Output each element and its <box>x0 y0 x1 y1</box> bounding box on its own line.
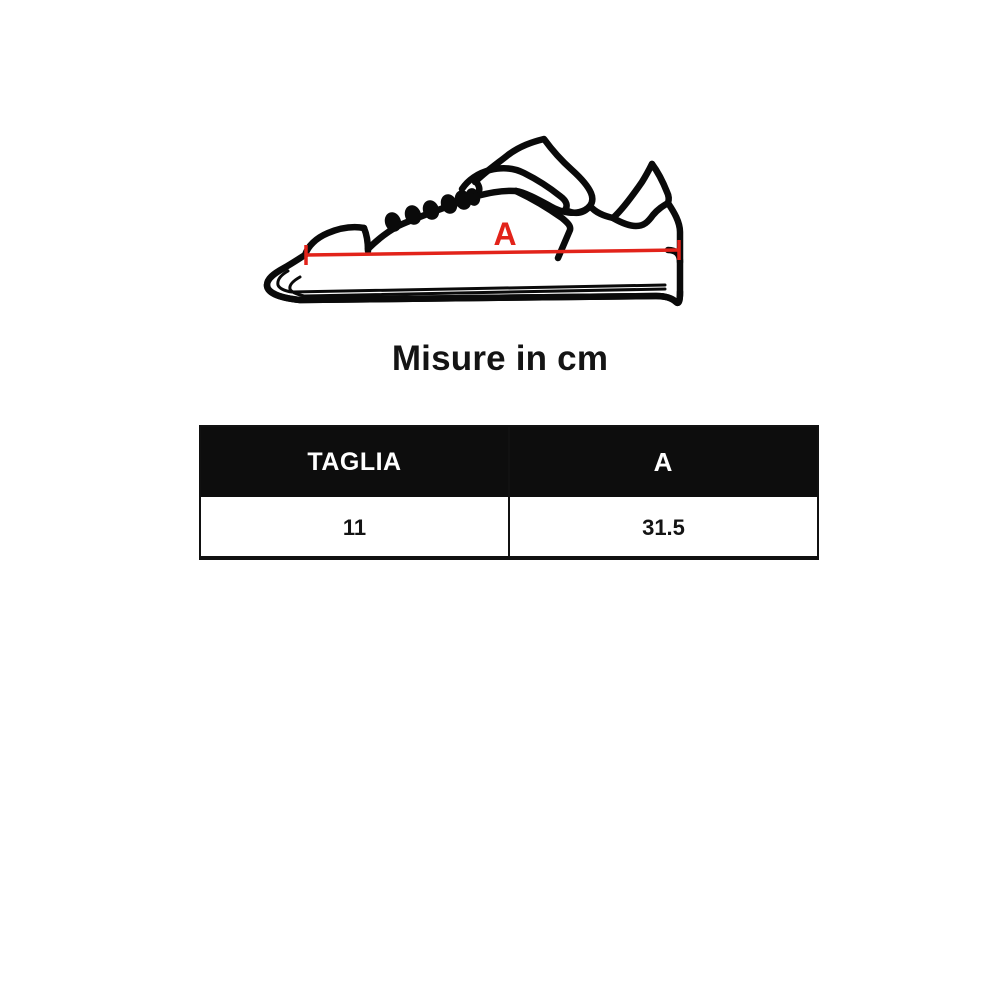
svg-text:A: A <box>493 216 516 252</box>
